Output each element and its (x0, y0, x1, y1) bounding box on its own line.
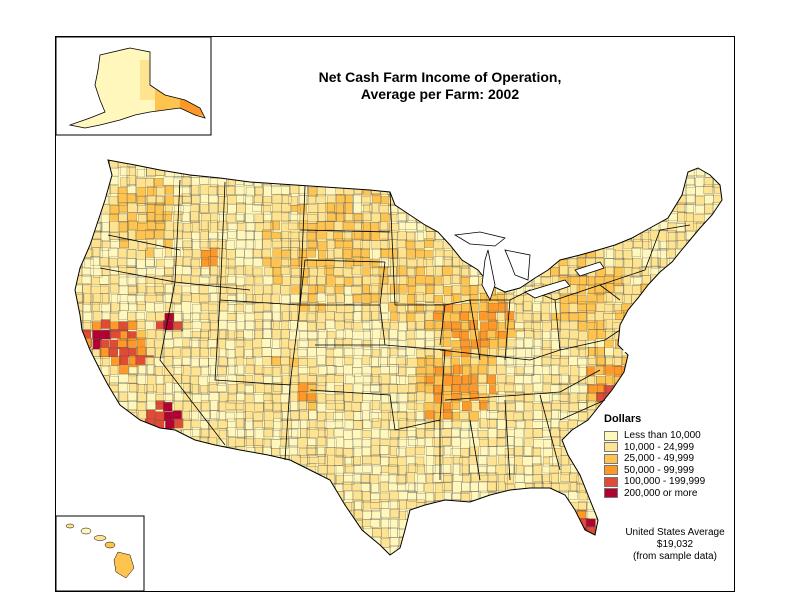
legend-swatch (604, 488, 618, 499)
legend-label: 25,000 - 49,999 (624, 453, 695, 465)
us-average-source: (from sample data) (633, 551, 717, 562)
map-title-line2: Average per Farm: 2002 (360, 86, 520, 102)
legend-title: Dollars (604, 413, 642, 425)
alaska-outline (68, 47, 206, 129)
legend-label: 100,000 - 199,999 (624, 476, 706, 488)
legend-swatch (604, 465, 618, 476)
legend-swatch (604, 476, 618, 487)
map-frame (55, 36, 735, 592)
chesapeake-bay (622, 319, 630, 353)
legend-swatch (604, 453, 618, 464)
us-outline (74, 159, 723, 556)
map-title-line1: Net Cash Farm Income of Operation, (318, 69, 562, 85)
legend-label: 200,000 or more (624, 487, 698, 499)
legend-label: Less than 10,000 (624, 430, 701, 442)
legend-swatch (604, 430, 618, 441)
legend: Dollars Less than 10,000 10,000 - 24,999… (604, 413, 744, 499)
legend-item: Less than 10,000 (604, 430, 744, 442)
legend-item: 100,000 - 199,999 (604, 476, 744, 488)
us-average-note: United States Average $19,032 (from samp… (610, 527, 740, 563)
great-lakes (453, 231, 605, 302)
legend-label: 50,000 - 99,999 (624, 464, 695, 476)
hawaii-inset-frame (55, 515, 145, 592)
legend-item: 25,000 - 49,999 (604, 453, 744, 465)
legend-swatch (604, 442, 618, 453)
us-average-value: $19,032 (656, 539, 694, 550)
legend-item: 50,000 - 99,999 (604, 465, 744, 477)
legend-label: 10,000 - 24,999 (624, 441, 695, 453)
legend-item: 200,000 or more (604, 488, 744, 500)
us-average-label: United States Average (625, 527, 725, 538)
hawaii-islands (65, 523, 135, 579)
us-counties (75, 160, 722, 555)
legend-item: 10,000 - 24,999 (604, 442, 744, 454)
